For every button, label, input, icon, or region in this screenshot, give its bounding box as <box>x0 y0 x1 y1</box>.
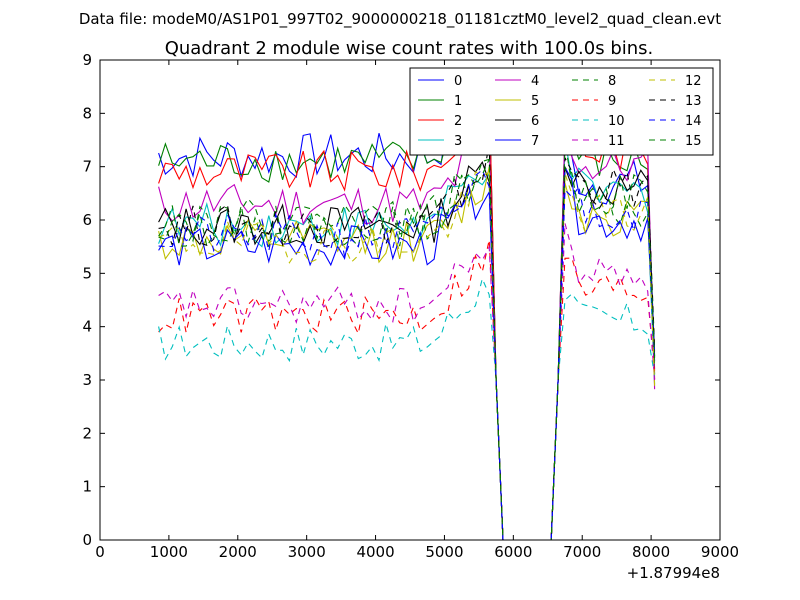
legend-label-0: 0 <box>454 74 462 89</box>
legend-label-1: 1 <box>454 94 462 109</box>
series-line-14 <box>158 168 656 540</box>
series-line-15 <box>158 142 656 540</box>
y-tick-label: 0 <box>82 531 92 549</box>
x-tick-label: 4000 <box>356 543 394 561</box>
legend-label-4: 4 <box>531 74 539 89</box>
x-tick-label: 7000 <box>563 543 601 561</box>
y-tick-label: 8 <box>82 104 92 122</box>
legend-label-7: 7 <box>531 134 539 149</box>
legend-label-8: 8 <box>608 74 616 89</box>
y-tick-label: 1 <box>82 478 92 496</box>
x-tick-label: 1000 <box>150 543 188 561</box>
legend-label-13: 13 <box>685 94 702 109</box>
series-line-9 <box>158 239 656 540</box>
y-tick-label: 6 <box>82 211 92 229</box>
y-tick-label: 7 <box>82 158 92 176</box>
series-layer <box>158 89 656 540</box>
suptitle: Data file: modeM0/AS1P01_997T02_90000002… <box>79 10 721 29</box>
legend-label-6: 6 <box>531 114 539 129</box>
y-tick-label: 9 <box>82 51 92 69</box>
legend-label-11: 11 <box>608 134 625 149</box>
legend-label-3: 3 <box>454 134 462 149</box>
legend-label-12: 12 <box>685 74 702 89</box>
series-line-13 <box>158 144 656 540</box>
x-tick-label: 9000 <box>701 543 739 561</box>
series-line-1 <box>158 89 656 540</box>
legend-box <box>409 67 714 156</box>
series-line-4 <box>158 124 656 540</box>
y-tick-label: 4 <box>82 318 92 336</box>
series-line-0 <box>158 94 656 540</box>
legend-label-9: 9 <box>608 94 616 109</box>
legend-label-2: 2 <box>454 114 462 129</box>
plot-frame <box>99 59 721 541</box>
y-tick-label: 2 <box>82 424 92 442</box>
x-axis: 0 1000 2000 3000 4000 5000 6000 7000 8000 9000 <box>95 60 739 561</box>
y-tick-label: 3 <box>82 371 92 389</box>
x-tick-label: 0 <box>95 543 105 561</box>
x-tick-label: 8000 <box>632 543 670 561</box>
x-tick-label: 6000 <box>494 543 532 561</box>
x-tick-label: 5000 <box>425 543 463 561</box>
legend-label-15: 15 <box>685 134 702 149</box>
legend-label-5: 5 <box>531 94 539 109</box>
legend-label-10: 10 <box>608 114 625 129</box>
series-line-3 <box>158 140 656 540</box>
x-tick-label: 3000 <box>288 543 326 561</box>
x-tick-label: 2000 <box>219 543 257 561</box>
y-tick-label: 5 <box>82 264 92 282</box>
x-offset-label: +1.87994e8 <box>627 564 720 582</box>
chart-title: Quadrant 2 module wise count rates with … <box>165 38 654 59</box>
legend-label-14: 14 <box>685 114 702 129</box>
